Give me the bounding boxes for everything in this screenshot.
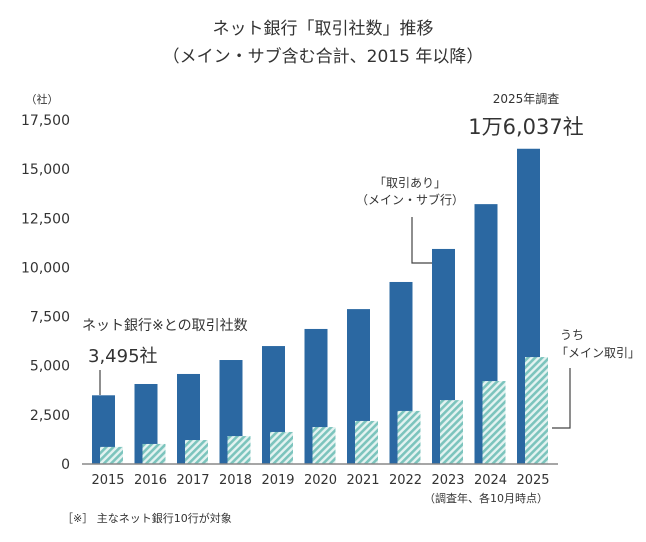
y-tick-label: 12,500 [21,211,70,227]
x-axis-note: （調査年、各10月時点） [424,491,548,505]
bar-main-2024 [482,381,506,464]
bar-main-2016 [142,443,166,464]
annotation-first-value: 3,495社 [88,346,158,367]
x-tick-label: 2024 [474,473,507,488]
y-tick-label: 2,500 [30,408,70,424]
annotation-total-label-1: 「取引あり」 [374,176,446,190]
annotation-total-leader [411,217,432,264]
chart-subtitle: （メイン・サブ含む合計、2015 年以降） [163,46,484,67]
bar-main-2019 [270,431,293,464]
x-tick-label: 2019 [261,473,294,488]
x-tick-label: 2016 [134,473,167,488]
annotation-main-label-1: うち [560,328,584,342]
y-tick-label: 0 [61,457,70,473]
chart-title: ネット銀行「取引社数」推移 [213,19,434,39]
x-tick-label: 2025 [516,473,549,488]
y-axis-unit: （社） [26,92,59,106]
x-tick-label: 2018 [219,473,252,488]
bar-main-2018 [227,436,251,464]
bar-main-2025 [525,357,548,464]
x-tick-label: 2017 [176,473,209,488]
annotation-first-label: ネット銀行※との取引社数 [82,318,248,334]
y-tick-label: 5,000 [30,359,70,375]
x-tick-label: 2020 [304,473,337,488]
annotation-last-value: 1万6,037社 [468,115,583,139]
annotation-last-label: 2025年調査 [493,92,560,106]
annotation-total-label-2: （メイン・サブ行） [356,192,464,207]
y-tick-label: 15,000 [21,162,70,178]
y-tick-label: 17,500 [21,113,70,129]
x-tick-label: 2023 [431,473,464,488]
x-tick-label: 2015 [91,473,124,488]
bar-main-2015 [100,446,123,464]
y-tick-label: 7,500 [30,310,70,326]
bar-main-2021 [355,420,378,464]
bar-main-2020 [312,427,336,464]
annotation-main-label-2: 「メイン取引」 [556,346,640,360]
x-tick-label: 2021 [346,473,379,488]
annotation-main-leader [552,368,571,429]
y-tick-label: 10,000 [21,260,70,276]
bar-main-2023 [440,400,463,464]
bar-main-2022 [397,410,421,464]
bar-main-2017 [185,440,208,464]
bar-total-2015 [92,395,115,464]
x-tick-label: 2022 [389,473,422,488]
footnote: ［※］ 主なネット銀行10行が対象 [62,511,232,525]
